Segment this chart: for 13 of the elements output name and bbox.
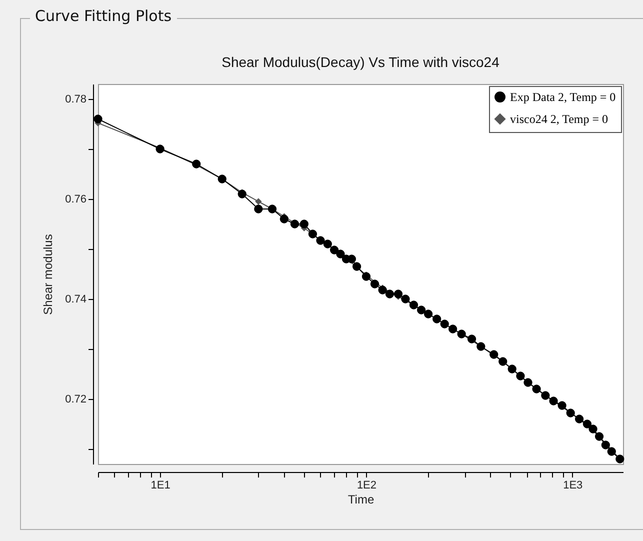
y-tick-label: 0.78 <box>65 94 86 106</box>
x-axis-title: Time <box>348 492 374 506</box>
y-tick-label: 0.76 <box>65 194 86 206</box>
y-tick-label: 0.72 <box>65 394 86 406</box>
legend-label: visco24 2, Temp = 0 <box>510 112 608 126</box>
chart-title: Shear Modulus(Decay) Vs Time with visco24 <box>222 54 500 70</box>
text: Curve Fitting Plots <box>30 7 177 25</box>
x-tick-label: 1E1 <box>150 480 170 492</box>
y-tick-label: 0.74 <box>65 294 86 306</box>
y-axis-title: Shear modulus <box>41 234 56 315</box>
x-tick-label: 1E3 <box>563 480 583 492</box>
x-tick-label: 1E2 <box>356 480 377 492</box>
legend-label: Exp Data 2, Temp = 0 <box>510 90 616 104</box>
